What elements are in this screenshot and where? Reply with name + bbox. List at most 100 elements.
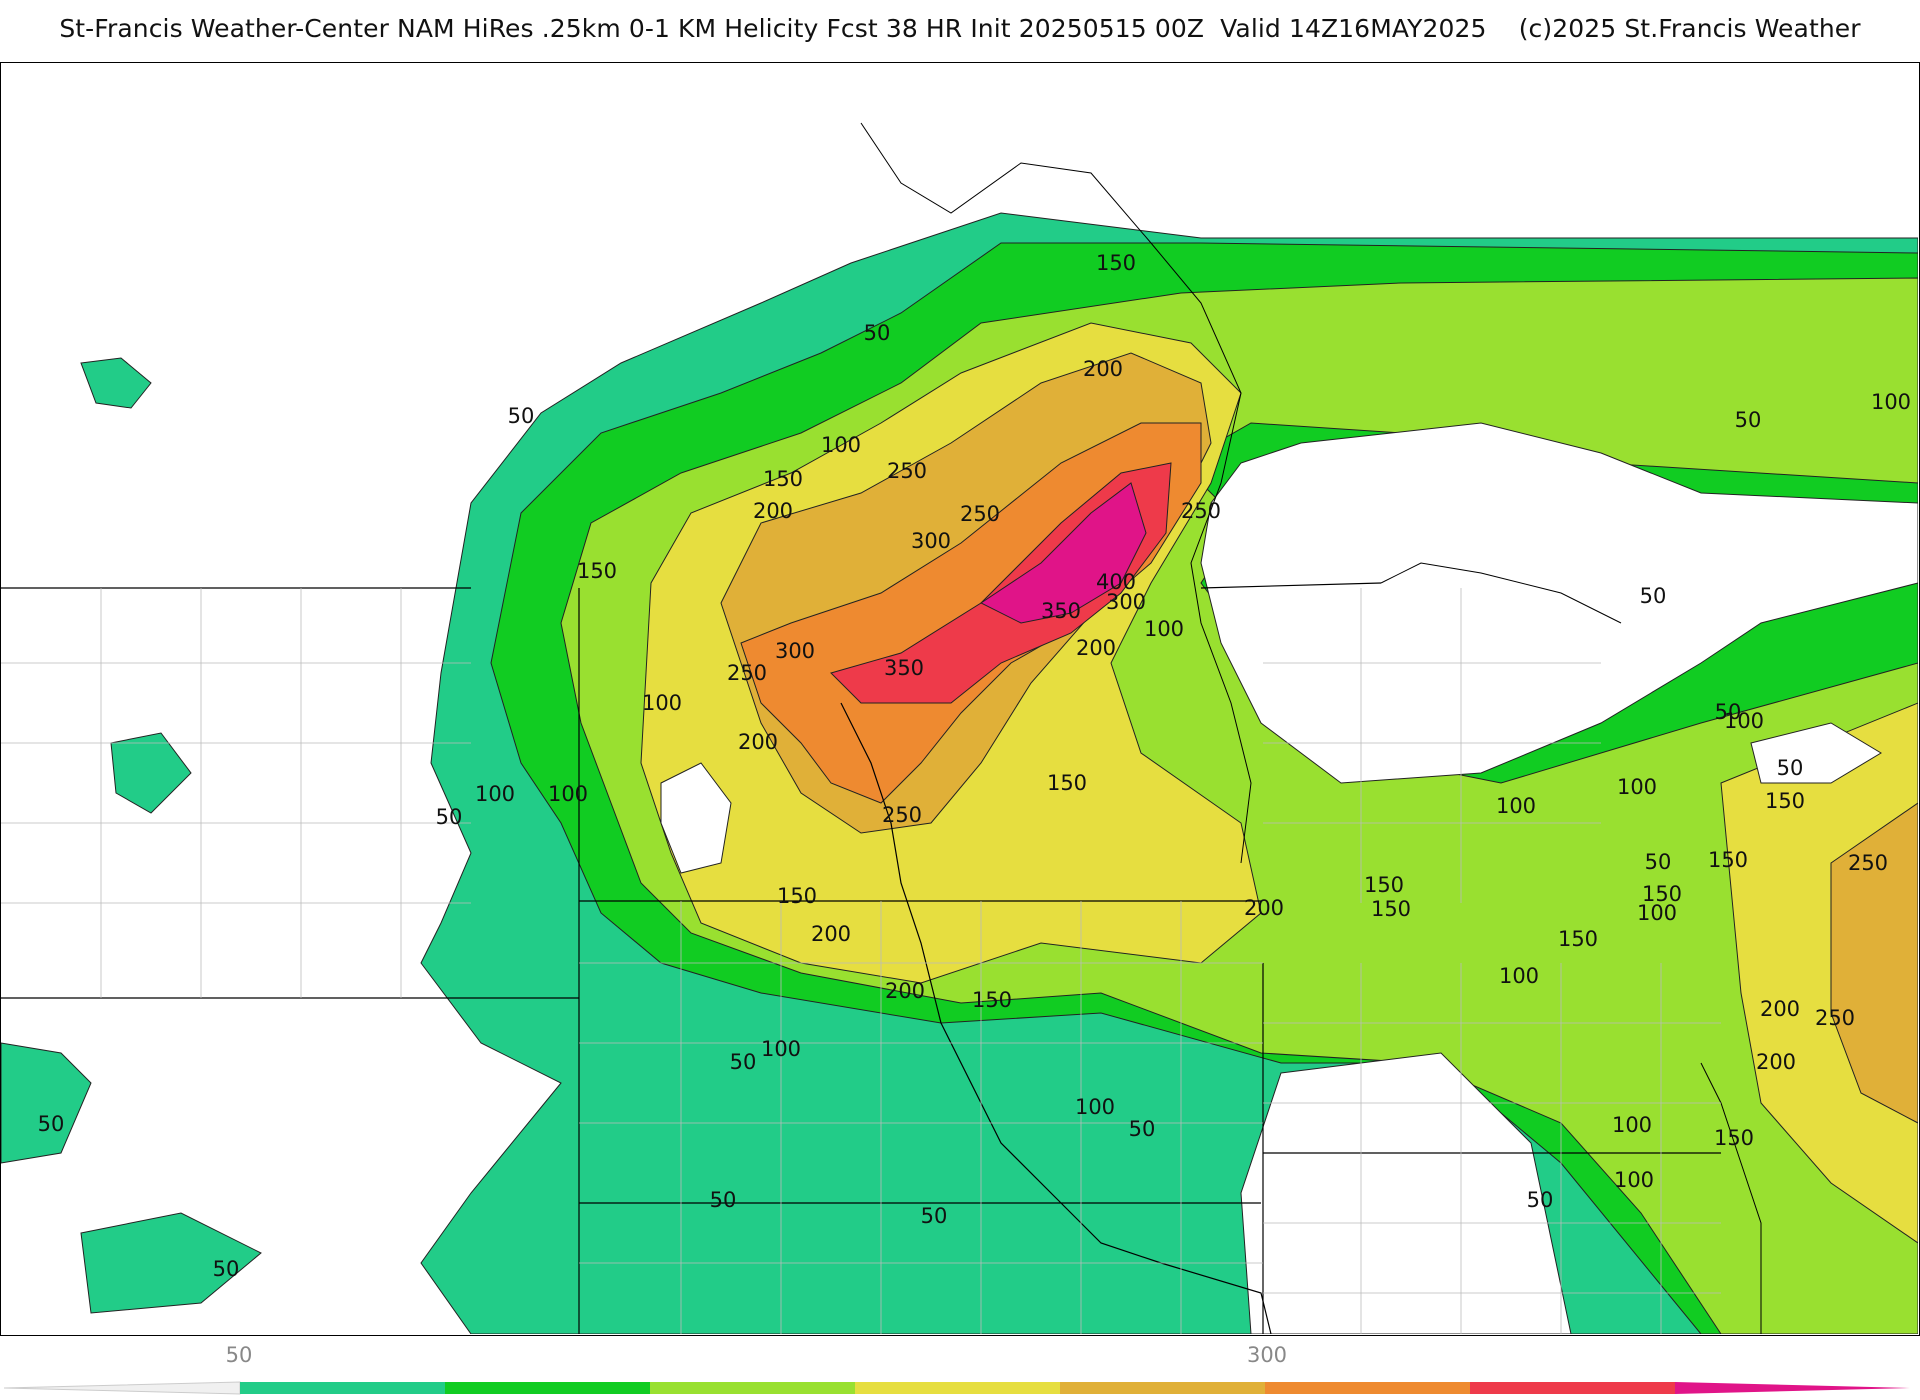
contour-label: 250 — [887, 459, 927, 483]
contour-label: 100 — [1499, 964, 1539, 988]
colorbar-segment — [445, 1382, 650, 1394]
band-50-west3 — [110, 732, 192, 814]
band-50-blob — [80, 357, 152, 409]
contour-label: 50 — [1715, 700, 1742, 724]
contour-label: 250 — [960, 502, 1000, 526]
county-grid-east — [1263, 588, 1601, 903]
contour-label: 100 — [1144, 617, 1184, 641]
river-east-border — [1700, 1062, 1762, 1334]
colorbar — [3, 1381, 1910, 1395]
contour-label: 100 — [761, 1037, 801, 1061]
contour-label: 100 — [1871, 390, 1911, 414]
map-title: St-Francis Weather-Center NAM HiRes .25k… — [59, 14, 1861, 43]
contour-label: 150 — [763, 467, 803, 491]
contour-label: 150 — [972, 988, 1012, 1012]
contour-label: 150 — [1364, 873, 1404, 897]
contour-label: 50 — [730, 1050, 757, 1074]
contour-label: 50 — [1129, 1117, 1156, 1141]
hole-south-center — [1240, 1052, 1572, 1334]
river-border-central — [840, 702, 1272, 1334]
colorbar-segment — [1265, 1382, 1470, 1394]
contour-label: 200 — [738, 730, 778, 754]
contour-label: 150 — [1047, 771, 1087, 795]
contour-label: 250 — [1815, 1006, 1855, 1030]
contour-label: 100 — [642, 691, 682, 715]
contour-label: 50 — [1645, 850, 1672, 874]
contour-label: 100 — [1496, 794, 1536, 818]
contour-label: 150 — [1642, 882, 1682, 906]
contour-label: 100 — [475, 782, 515, 806]
contour-label: 50 — [508, 404, 535, 428]
contour-label: 100 — [1614, 1168, 1654, 1192]
colorbar-segment — [240, 1382, 445, 1394]
colorbar-low-arrow — [3, 1381, 241, 1395]
contour-label: 150 — [1765, 789, 1805, 813]
contour-label: 50 — [864, 321, 891, 345]
contour-label: 200 — [753, 499, 793, 523]
contour-label: 150 — [1371, 897, 1411, 921]
contour-label: 50 — [710, 1188, 737, 1212]
contour-label: 300 — [1106, 590, 1146, 614]
band-400-main — [980, 482, 1147, 624]
helicity-fill-bands — [1, 212, 1918, 1334]
contour-label: 200 — [1083, 357, 1123, 381]
contour-label: 250 — [1181, 499, 1221, 523]
contour-label: 150 — [777, 884, 817, 908]
contour-label: 200 — [811, 922, 851, 946]
band-50-west1 — [1, 1042, 92, 1164]
contour-label: 400 — [1096, 570, 1136, 594]
contour-label: 200 — [1760, 997, 1800, 1021]
contour-label: 150 — [577, 559, 617, 583]
contour-label: 200 — [1076, 636, 1116, 660]
colorbar-segment — [855, 1382, 1060, 1394]
geographic-boundaries — [1, 122, 1762, 1334]
contour-label: 350 — [1041, 599, 1081, 623]
contour-label: 150 — [1096, 251, 1136, 275]
county-grid-west — [1, 588, 471, 998]
hole-east-upper — [1200, 422, 1918, 784]
contour-label: 50 — [1777, 756, 1804, 780]
contour-label: 300 — [775, 639, 815, 663]
contour-label: 50 — [436, 805, 463, 829]
contour-label: 100 — [1724, 709, 1764, 733]
contour-label: 50 — [1735, 408, 1762, 432]
colorbar-segment — [1470, 1382, 1675, 1394]
contour-label: 100 — [1075, 1095, 1115, 1119]
contour-label: 50 — [1640, 584, 1667, 608]
contour-label: 200 — [1244, 896, 1284, 920]
county-grid-south — [579, 901, 1263, 1334]
coastline-north — [860, 122, 1252, 864]
coastline-lake-east — [1380, 562, 1622, 624]
colorbar-segment — [1060, 1382, 1265, 1394]
contour-label: 50 — [213, 1257, 240, 1281]
contour-label: 350 — [884, 656, 924, 680]
county-grid-southeast — [1263, 963, 1721, 1334]
border-canada-us-east — [1200, 582, 1382, 589]
contour-label: 200 — [885, 979, 925, 1003]
contour-label: 100 — [1617, 775, 1657, 799]
contour-label: 250 — [882, 803, 922, 827]
contour-label: 100 — [821, 433, 861, 457]
contour-label: 50 — [1527, 1188, 1554, 1212]
contour-label: 250 — [1848, 851, 1888, 875]
band-50-west2 — [80, 1212, 262, 1314]
contour-label: 50 — [921, 1204, 948, 1228]
contour-label: 50 — [38, 1112, 65, 1136]
helicity-map: 150 50 200 50 100 250 150 200 250 300 250 400 300 350… — [0, 62, 1920, 1336]
contour-label: 150 — [1558, 927, 1598, 951]
contour-label: 100 — [1637, 901, 1677, 925]
legend-tick-label: 50 — [226, 1343, 253, 1367]
hole-center — [660, 762, 732, 874]
contour-label: 300 — [911, 529, 951, 553]
legend-tick-label: 300 — [1247, 1343, 1287, 1367]
colorbar-segment — [650, 1382, 855, 1394]
contour-label: 250 — [727, 661, 767, 685]
contour-label: 150 — [1708, 848, 1748, 872]
contour-label: 200 — [1756, 1050, 1796, 1074]
band-250-east — [1830, 802, 1918, 1124]
contour-label: 150 — [1714, 1126, 1754, 1150]
hole-right-lake — [1750, 722, 1882, 784]
colorbar-high-arrow — [1675, 1382, 1910, 1394]
contour-label: 100 — [1612, 1113, 1652, 1137]
